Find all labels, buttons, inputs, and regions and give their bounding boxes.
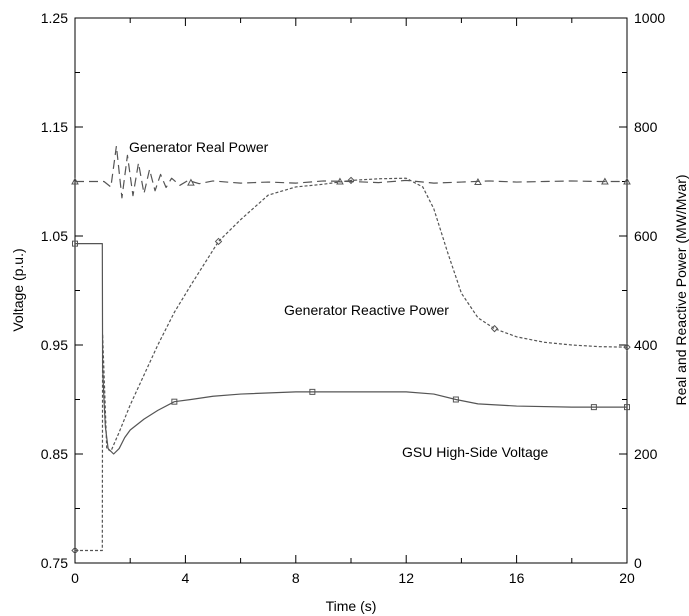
annotation-gsu-high-side-voltage: GSU High-Side Voltage bbox=[402, 444, 549, 460]
y2-tick-label-800: 800 bbox=[634, 119, 658, 135]
series-generator-real-power-marker bbox=[71, 177, 79, 185]
y2-tick-label-1000: 1000 bbox=[634, 10, 665, 26]
ticks bbox=[74, 17, 628, 564]
series-gsu-high-side-voltage-line bbox=[75, 243, 627, 455]
series-generator-reactive-power-marker bbox=[71, 546, 79, 555]
y2-tick-label-600: 600 bbox=[634, 228, 658, 244]
series-generator-real-power-marker bbox=[474, 178, 482, 186]
series-generator-real-power-marker bbox=[336, 177, 344, 185]
y2-tick-label-0: 0 bbox=[634, 555, 642, 571]
y-axis-title: Voltage (p.u.) bbox=[10, 248, 26, 331]
y-tick-label-0-95: 0.95 bbox=[41, 337, 68, 353]
series-gsu-high-side-voltage-marker bbox=[72, 240, 78, 247]
series-generator-real-power-marker bbox=[187, 178, 195, 186]
y-tick-label-1-05: 1.05 bbox=[41, 228, 68, 244]
marker-layer bbox=[71, 176, 631, 555]
annotation-generator-reactive-power: Generator Reactive Power bbox=[284, 302, 449, 318]
y2-tick-label-400: 400 bbox=[634, 337, 658, 353]
x-tick-label-8: 8 bbox=[292, 570, 300, 586]
annotation-generator-real-power: Generator Real Power bbox=[129, 139, 269, 155]
series-gsu-high-side-voltage-marker bbox=[624, 404, 630, 411]
series-generator-reactive-power-marker bbox=[623, 343, 631, 351]
series-gsu-high-side-voltage-marker bbox=[309, 388, 316, 395]
y2-axis-title: Real and Reactive Power (MW/Mvar) bbox=[673, 174, 689, 405]
series-generator-real-power-marker bbox=[623, 177, 631, 185]
x-tick-label-16: 16 bbox=[509, 570, 525, 586]
series-gsu-high-side-voltage-marker bbox=[171, 398, 178, 405]
y-tick-label-1-25: 1.25 bbox=[41, 10, 68, 26]
x-tick-label-12: 12 bbox=[398, 570, 414, 586]
series-generator-real-power-marker bbox=[601, 177, 609, 185]
y-tick-label-0-75: 0.75 bbox=[41, 555, 68, 571]
x-tick-label-4: 4 bbox=[182, 570, 190, 586]
series-layer bbox=[75, 145, 628, 552]
series-generator-reactive-power-marker bbox=[347, 176, 355, 185]
series-gsu-high-side-voltage-marker bbox=[590, 404, 597, 411]
x-tick-label-0: 0 bbox=[71, 570, 79, 586]
series-generator-reactive-power-marker bbox=[214, 237, 223, 246]
plot-frame bbox=[74, 17, 628, 564]
y2-tick-label-200: 200 bbox=[634, 446, 658, 462]
series-gsu-high-side-voltage-marker bbox=[452, 396, 459, 403]
y-tick-label-1-15: 1.15 bbox=[41, 119, 68, 135]
series-generator-real-power-line bbox=[75, 145, 627, 199]
series-generator-reactive-power-marker bbox=[490, 324, 499, 333]
y-tick-label-0-85: 0.85 bbox=[41, 446, 68, 462]
x-tick-label-20: 20 bbox=[619, 570, 635, 586]
x-axis-title: Time (s) bbox=[326, 598, 377, 614]
series-generator-reactive-power-line bbox=[75, 177, 628, 552]
tick-labels: 0 4 8 12 16 20 0.75 0.85 0.95 1.05 1.15 1.25 0 200 400… bbox=[41, 10, 666, 586]
